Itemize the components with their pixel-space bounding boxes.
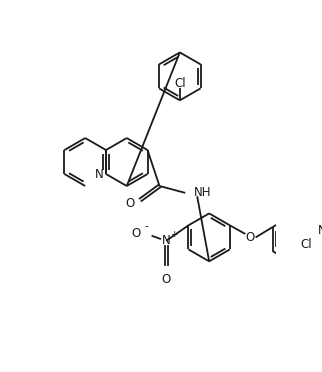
Text: O: O (131, 227, 140, 240)
Text: Cl: Cl (174, 77, 186, 90)
Text: O: O (162, 273, 171, 286)
Text: -: - (145, 221, 148, 231)
Text: O: O (125, 197, 135, 210)
Text: N: N (162, 234, 171, 247)
Text: N: N (95, 167, 103, 180)
Text: O: O (246, 231, 255, 244)
Text: N: N (318, 224, 322, 237)
Text: +: + (170, 230, 178, 239)
Text: Cl: Cl (300, 238, 312, 251)
Text: NH: NH (194, 186, 211, 199)
